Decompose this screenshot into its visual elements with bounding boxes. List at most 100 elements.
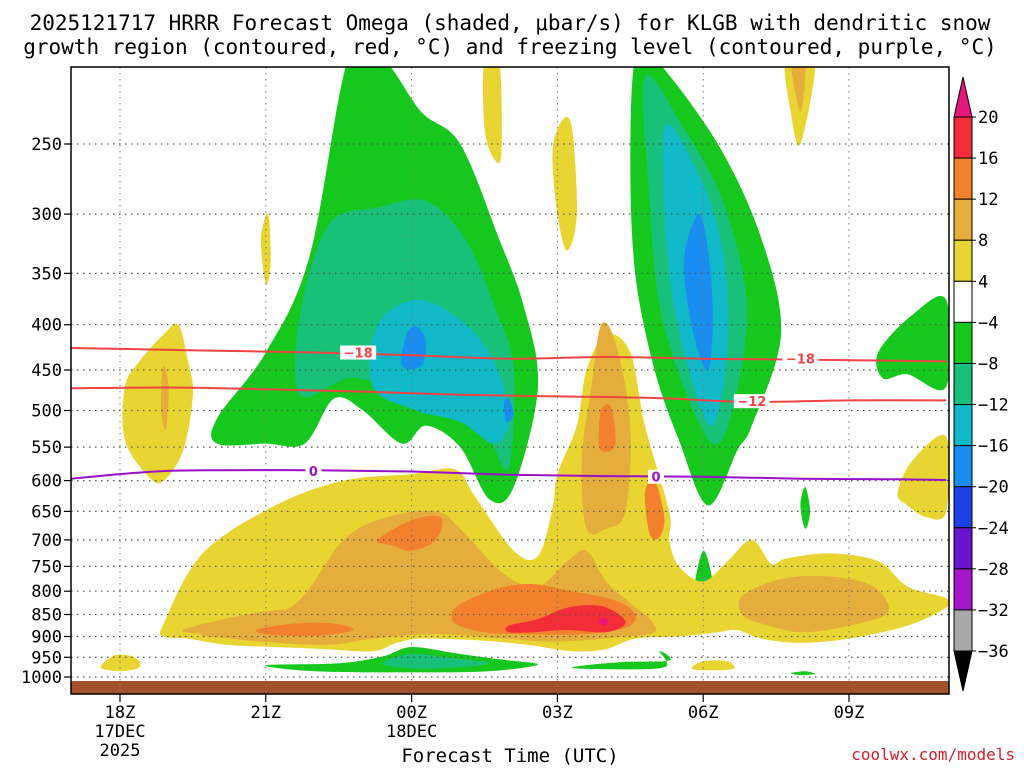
contour-label-4: 0 (652, 471, 661, 486)
y-tick-label-650: 650 (31, 502, 62, 522)
grid-lines (71, 67, 949, 694)
colorbar-label-4: 4 (978, 272, 988, 292)
omega-pos12-u6 (255, 622, 354, 637)
chart-title-line-2: growth region (contoured, red, °C) and f… (23, 35, 997, 59)
omega-neg16-w2 (683, 213, 713, 371)
x-tick-label-00Z: 00Z (396, 703, 427, 723)
contour-label-2: −12 (737, 395, 766, 410)
y-tick-label-250: 250 (31, 135, 62, 155)
colorbar-swatch-1 (953, 157, 973, 200)
y-tick-label-450: 450 (31, 361, 62, 381)
omega-pos8-u7 (738, 575, 889, 633)
omega-pos4-u1 (122, 323, 194, 484)
y-tick-label-900: 900 (31, 627, 62, 647)
omega-neg12-w1 (369, 299, 509, 444)
x-tick-label-06Z: 06Z (688, 703, 719, 723)
omega-pos12-u2 (377, 515, 443, 551)
contour-label-bg-2 (733, 394, 770, 409)
colorbar-label-7: −12 (978, 396, 1009, 416)
colorbar-top-arrow (953, 76, 973, 118)
colorbar-swatch-2 (953, 198, 973, 241)
colorbar-swatch-6 (953, 362, 973, 406)
colorbar-swatch-11 (953, 568, 973, 611)
colorbar-swatch-8 (953, 445, 973, 488)
omega-neg8-w4 (382, 653, 490, 669)
colorbar-label-2: 12 (978, 190, 998, 210)
site-credit: coolwx.com/models (851, 745, 1015, 764)
y-axis: 2503003504004505005506006507007508008509… (21, 135, 71, 688)
colorbar-label-10: −24 (978, 519, 1009, 539)
y-tick-label-500: 500 (31, 402, 62, 422)
omega-pos8-u1 (160, 365, 169, 431)
contour-label-bg-1 (782, 351, 819, 366)
omega-pos4-u13 (692, 660, 735, 671)
colorbar-label-5: −4 (978, 313, 998, 333)
colorbar-label-3: 8 (978, 231, 988, 251)
colorbar-label-8: −16 (978, 437, 1009, 457)
omega-pos4-u14 (897, 434, 949, 520)
omega-neg4-w5 (571, 651, 671, 670)
colorbar: 20 16 12 8 4 −4 −8 −12 −16 −20 −24 −28 −32 −36 (953, 76, 1009, 692)
omega-pos4-u8 (482, 67, 502, 164)
x-tick-year-18Z: 2025 (100, 741, 141, 761)
y-tick-label-700: 700 (31, 531, 62, 551)
y-tick-label-350: 350 (31, 264, 62, 284)
omega-pos4-u12 (100, 654, 141, 672)
colorbar-swatch-3 (953, 239, 973, 282)
contour-labels: −18 −18 −12 0 0 (305, 345, 819, 486)
colorbar-swatch-0 (953, 116, 973, 159)
dgz-minus-18 (71, 347, 947, 363)
x-tick-label-18Z: 18Z (105, 703, 136, 723)
omega-pos16-u3 (505, 605, 626, 633)
y-tick-label-950: 950 (31, 648, 62, 668)
omega-pos4-u11 (260, 213, 271, 285)
x-tick-date-00Z: 18DEC (386, 722, 437, 742)
colorbar-swatch-9 (953, 486, 973, 529)
omega-pos12-u4 (598, 404, 616, 452)
y-tick-label-400: 400 (31, 316, 62, 336)
y-tick-label-600: 600 (31, 472, 62, 492)
omega-pos4-u9 (552, 116, 577, 251)
omega-pos20-u3 (598, 618, 609, 626)
colorbar-label-0: 20 (978, 108, 998, 128)
colorbar-label-12: −32 (978, 601, 1009, 621)
contour-label-0: −18 (344, 347, 373, 362)
ground-surface (71, 681, 949, 694)
dgz-minus-12 (71, 386, 947, 403)
omega-neg16-w1 (401, 326, 427, 370)
omega-neg4-w3 (876, 295, 949, 391)
colorbar-label-11: −28 (978, 560, 1009, 580)
y-tick-label-750: 750 (31, 557, 62, 577)
y-tick-label-550: 550 (31, 438, 62, 458)
colorbar-swatch-12 (953, 609, 973, 652)
x-tick-label-21Z: 21Z (250, 703, 281, 723)
colorbar-label-9: −20 (978, 478, 1009, 498)
omega-neg4-w7 (800, 486, 811, 529)
omega-pos12-u5 (644, 479, 665, 540)
contour-label-bg-3 (305, 463, 322, 478)
plot-frame (70, 66, 950, 695)
x-tick-label-09Z: 09Z (834, 703, 865, 723)
colorbar-label-13: −36 (978, 642, 1009, 662)
colorbar-bottom-arrow (953, 650, 973, 692)
x-axis-title: Forecast Time (UTC) (401, 745, 618, 767)
colorbar-label-1: 16 (978, 149, 998, 169)
contour-lines (71, 347, 947, 481)
colorbar-swatch-10 (953, 527, 973, 570)
y-tick-label-850: 850 (31, 606, 62, 626)
omega-neg4-w8 (790, 671, 816, 676)
contour-label-3: 0 (309, 465, 318, 480)
x-tick-label-03Z: 03Z (542, 703, 573, 723)
colorbar-swatch-7 (953, 404, 973, 447)
chart-title-line-1: 2025121717 HRRR Forecast Omega (shaded, … (30, 11, 991, 35)
y-tick-label-1000: 1000 (21, 668, 62, 688)
colorbar-swatch-5 (953, 321, 973, 364)
y-tick-label-800: 800 (31, 582, 62, 602)
contour-label-1: −18 (786, 353, 815, 368)
omega-neg16-w1b (503, 398, 514, 423)
contour-label-bg-4 (648, 469, 665, 484)
colorbar-label-6: −8 (978, 354, 998, 374)
y-tick-label-300: 300 (31, 205, 62, 225)
